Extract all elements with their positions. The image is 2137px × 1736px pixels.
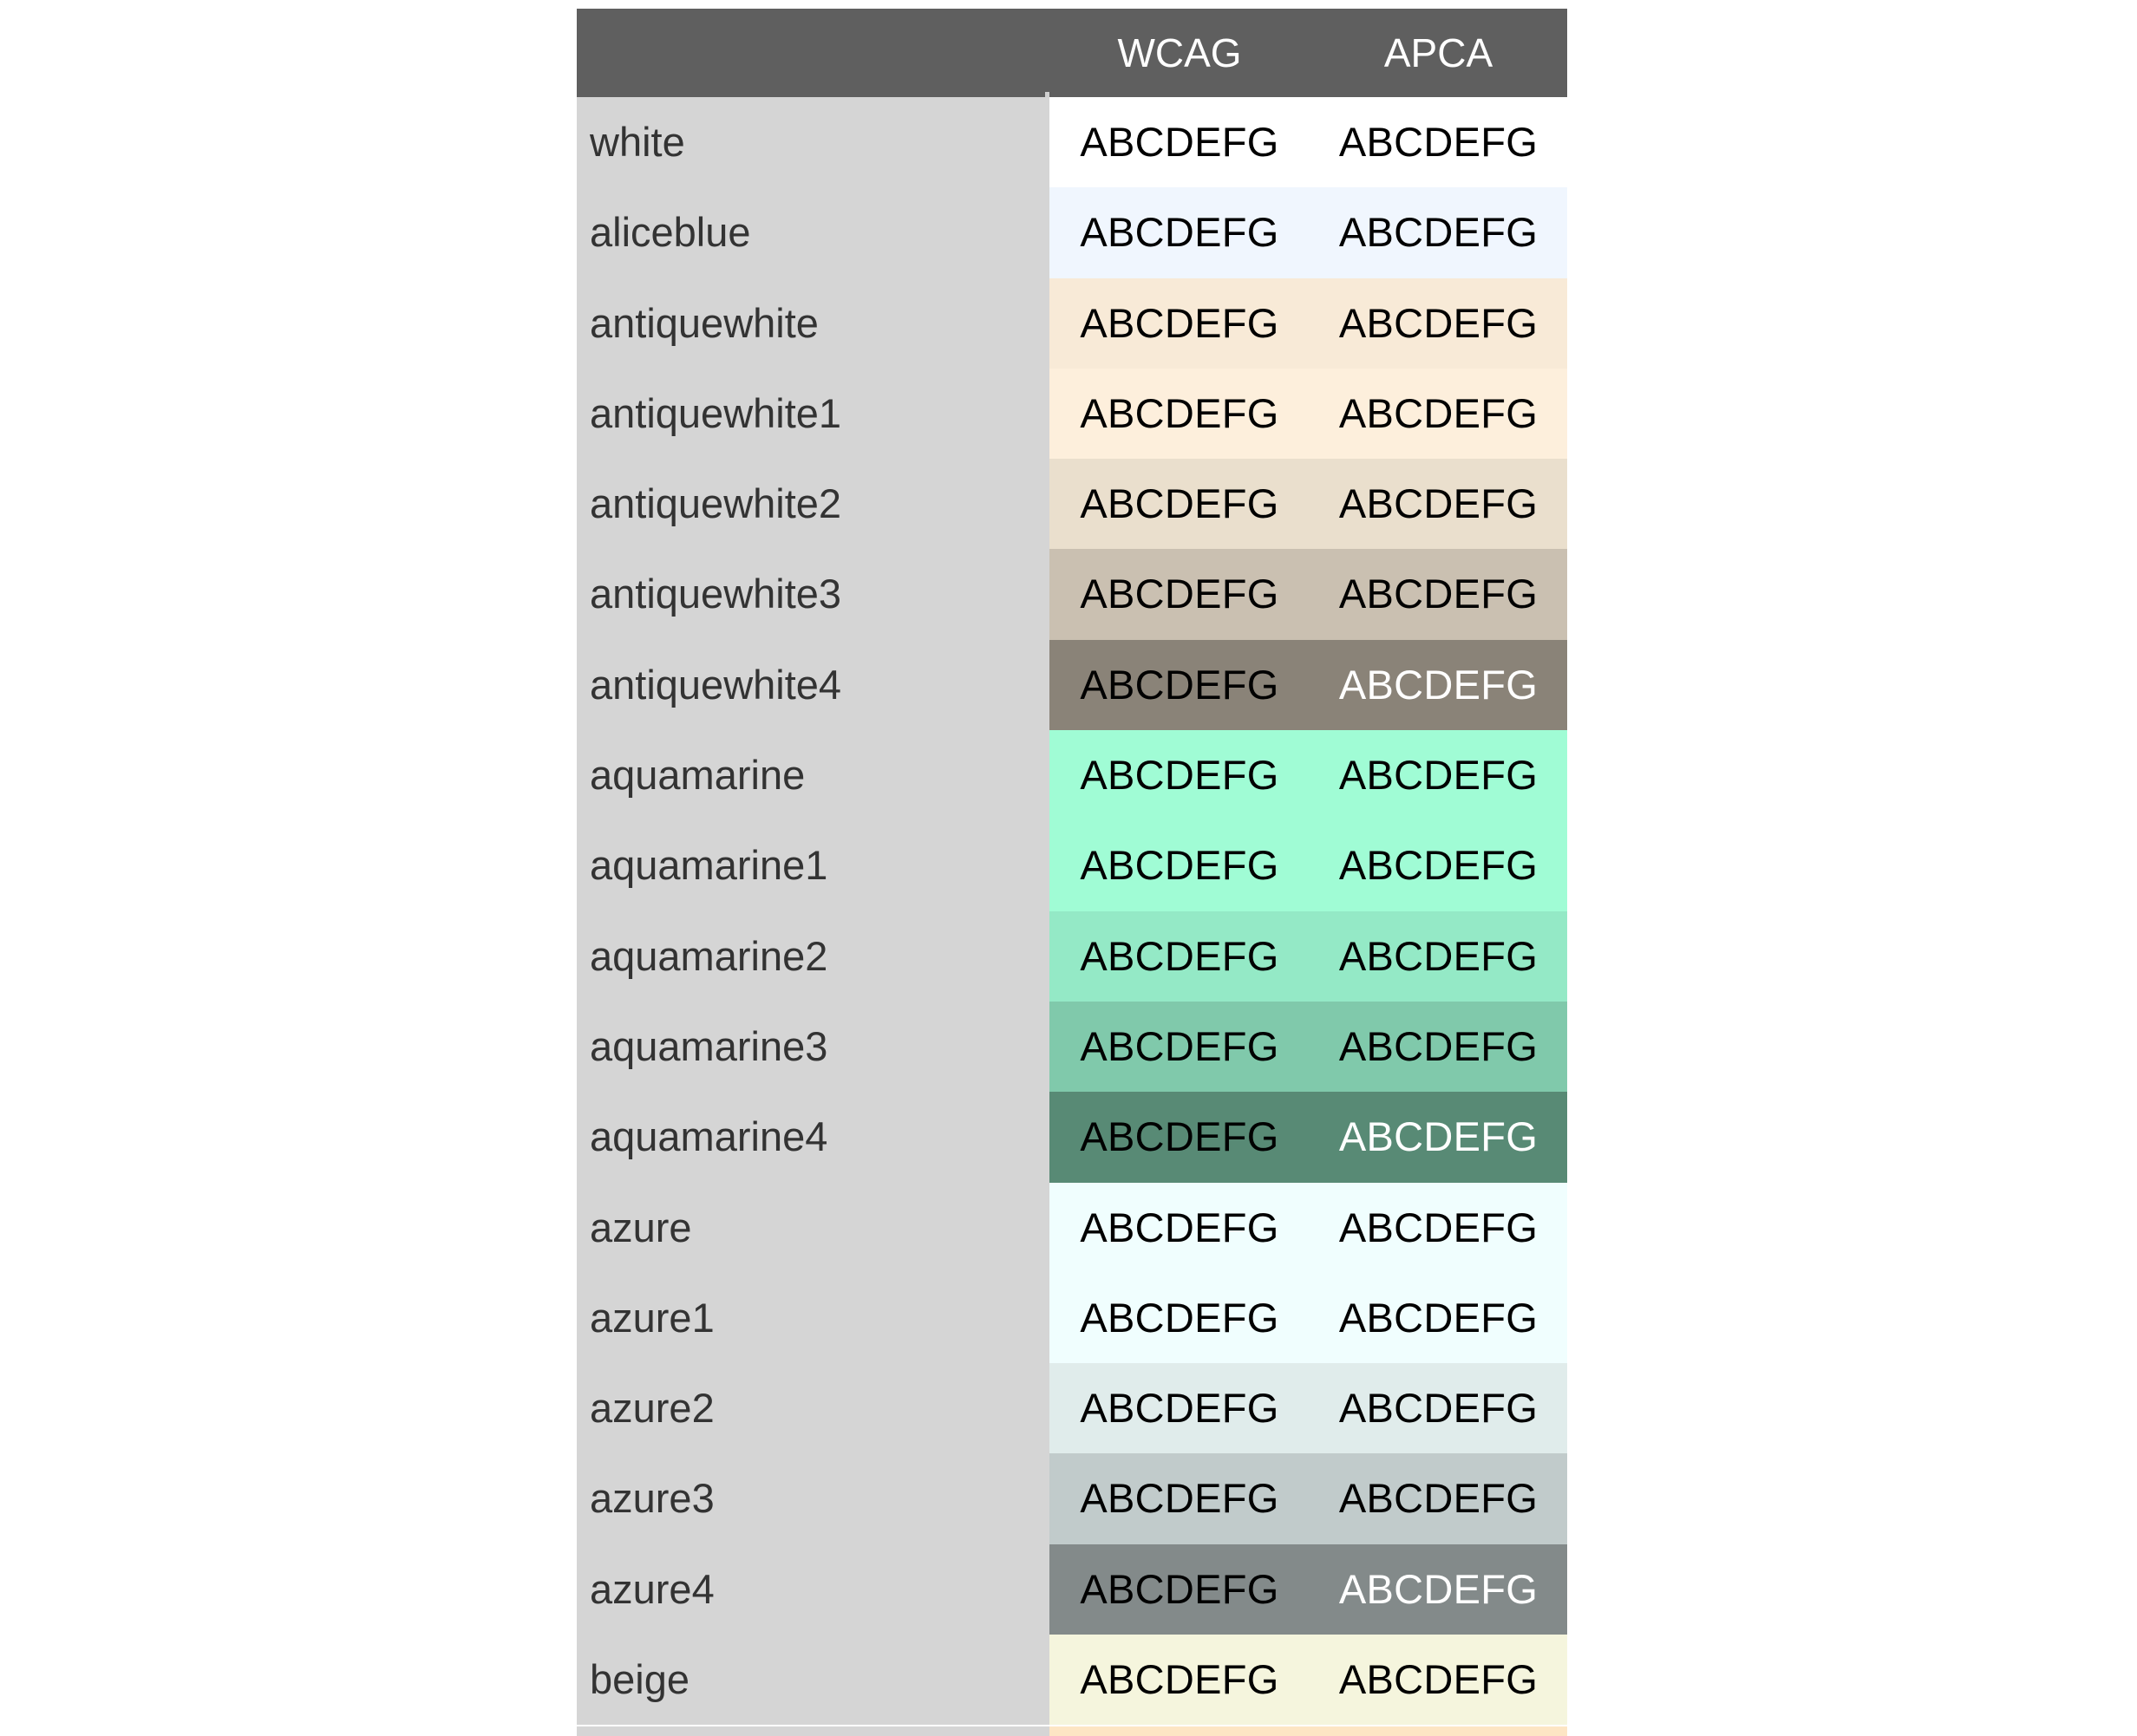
color-swatch: ABCDEFG ABCDEFG	[1049, 910, 1567, 1002]
apca-sample-text: ABCDEFG	[1338, 480, 1539, 527]
apca-sample-text: ABCDEFG	[1338, 209, 1539, 256]
color-name: aquamarine2	[577, 910, 1049, 1002]
table-row: azure3 ABCDEFG ABCDEFG	[577, 1453, 1567, 1544]
apca-sample-text: ABCDEFG	[1338, 1565, 1539, 1612]
apca-sample-text: ABCDEFG	[1338, 1475, 1539, 1522]
apca-sample-text: ABCDEFG	[1338, 389, 1539, 436]
table-row: antiquewhite2 ABCDEFG ABCDEFG	[577, 459, 1567, 550]
color-swatch: ABCDEFG ABCDEFG	[1049, 1182, 1567, 1273]
color-name: white	[577, 97, 1049, 188]
color-swatch: ABCDEFG ABCDEFG	[1049, 97, 1567, 188]
color-name: antiquewhite3	[577, 549, 1049, 640]
wcag-sample-text: ABCDEFG	[1080, 1656, 1279, 1703]
color-swatch: ABCDEFG ABCDEFG	[1049, 1543, 1567, 1635]
wcag-sample-text: ABCDEFG	[1080, 842, 1279, 889]
apca-sample-text: ABCDEFG	[1338, 299, 1539, 346]
wcag-sample-text: ABCDEFG	[1080, 119, 1279, 165]
table-row: aliceblue ABCDEFG ABCDEFG	[577, 187, 1567, 278]
table-row: antiquewhite1 ABCDEFG ABCDEFG	[577, 368, 1567, 460]
color-swatch: ABCDEFG ABCDEFG	[1049, 820, 1567, 911]
table-header: WCAG APCA	[577, 9, 1567, 99]
wcag-sample-text: ABCDEFG	[1080, 1475, 1279, 1522]
apca-sample-text: ABCDEFG	[1338, 842, 1539, 889]
apca-sample-text: ABCDEFG	[1338, 1656, 1539, 1703]
color-swatch: ABCDEFG ABCDEFG	[1049, 1363, 1567, 1454]
color-name: antiquewhite2	[577, 459, 1049, 550]
partial-row-swatch	[1049, 1726, 1567, 1736]
color-swatch: ABCDEFG ABCDEFG	[1049, 639, 1567, 731]
table-row: beige ABCDEFG ABCDEFG	[577, 1635, 1567, 1726]
table-row: white ABCDEFG ABCDEFG	[577, 97, 1567, 188]
color-swatch: ABCDEFG ABCDEFG	[1049, 1092, 1567, 1183]
wcag-sample-text: ABCDEFG	[1080, 1204, 1279, 1250]
table-row: antiquewhite3 ABCDEFG ABCDEFG	[577, 549, 1567, 640]
table-row: azure4 ABCDEFG ABCDEFG	[577, 1543, 1567, 1635]
color-swatch: ABCDEFG ABCDEFG	[1049, 1001, 1567, 1093]
table-row: azure ABCDEFG ABCDEFG	[577, 1182, 1567, 1273]
table-row: aquamarine1 ABCDEFG ABCDEFG	[577, 820, 1567, 911]
apca-sample-text: ABCDEFG	[1338, 1113, 1539, 1160]
wcag-sample-text: ABCDEFG	[1080, 1294, 1279, 1341]
apca-sample-text: ABCDEFG	[1338, 752, 1539, 799]
apca-sample-text: ABCDEFG	[1338, 1385, 1539, 1432]
apca-sample-text: ABCDEFG	[1338, 1294, 1539, 1341]
wcag-sample-text: ABCDEFG	[1080, 571, 1279, 617]
apca-sample-text: ABCDEFG	[1338, 1204, 1539, 1250]
color-contrast-table: WCAG APCA white ABCDEFG ABCDEFG aliceblue AB…	[577, 9, 1567, 1736]
wcag-sample-text: ABCDEFG	[1080, 389, 1279, 436]
table-body: white ABCDEFG ABCDEFG aliceblue ABCDEFG ABCDE…	[577, 97, 1567, 1726]
table-row: antiquewhite ABCDEFG ABCDEFG	[577, 277, 1567, 369]
color-swatch: ABCDEFG ABCDEFG	[1049, 549, 1567, 640]
wcag-sample-text: ABCDEFG	[1080, 752, 1279, 799]
color-name: azure1	[577, 1272, 1049, 1364]
wcag-sample-text: ABCDEFG	[1080, 299, 1279, 346]
wcag-sample-text: ABCDEFG	[1080, 932, 1279, 979]
header-apca: APCA	[1383, 30, 1493, 75]
color-name: azure3	[577, 1453, 1049, 1544]
color-name: aquamarine3	[577, 1001, 1049, 1093]
wcag-sample-text: ABCDEFG	[1080, 209, 1279, 256]
wcag-sample-text: ABCDEFG	[1080, 1113, 1279, 1160]
color-name: aquamarine4	[577, 1092, 1049, 1183]
table-row: aquamarine ABCDEFG ABCDEFG	[577, 730, 1567, 821]
color-swatch: ABCDEFG ABCDEFG	[1049, 1635, 1567, 1726]
apca-sample-text: ABCDEFG	[1338, 119, 1539, 165]
apca-sample-text: ABCDEFG	[1338, 661, 1539, 708]
table-row: aquamarine4 ABCDEFG ABCDEFG	[577, 1092, 1567, 1183]
wcag-sample-text: ABCDEFG	[1080, 1565, 1279, 1612]
color-name: aquamarine1	[577, 820, 1049, 911]
wcag-sample-text: ABCDEFG	[1080, 1022, 1279, 1069]
color-name: aliceblue	[577, 187, 1049, 278]
column-divider	[1045, 92, 1049, 99]
color-swatch: ABCDEFG ABCDEFG	[1049, 277, 1567, 369]
table-row: azure1 ABCDEFG ABCDEFG	[577, 1272, 1567, 1364]
table-row: aquamarine3 ABCDEFG ABCDEFG	[577, 1001, 1567, 1093]
header-wcag: WCAG	[1117, 30, 1242, 75]
color-swatch: ABCDEFG ABCDEFG	[1049, 459, 1567, 550]
apca-sample-text: ABCDEFG	[1338, 932, 1539, 979]
color-name: antiquewhite4	[577, 639, 1049, 731]
apca-sample-text: ABCDEFG	[1338, 1022, 1539, 1069]
color-name: azure	[577, 1182, 1049, 1273]
apca-sample-text: ABCDEFG	[1338, 571, 1539, 617]
color-name: beige	[577, 1635, 1049, 1726]
partial-row-name	[577, 1726, 1049, 1736]
table-row: antiquewhite4 ABCDEFG ABCDEFG	[577, 639, 1567, 731]
color-swatch: ABCDEFG ABCDEFG	[1049, 730, 1567, 821]
wcag-sample-text: ABCDEFG	[1080, 480, 1279, 527]
color-name: antiquewhite1	[577, 368, 1049, 460]
color-name: azure4	[577, 1543, 1049, 1635]
color-name: antiquewhite	[577, 277, 1049, 369]
color-swatch: ABCDEFG ABCDEFG	[1049, 1453, 1567, 1544]
wcag-sample-text: ABCDEFG	[1080, 661, 1279, 708]
color-name: aquamarine	[577, 730, 1049, 821]
color-swatch: ABCDEFG ABCDEFG	[1049, 368, 1567, 460]
color-swatch: ABCDEFG ABCDEFG	[1049, 187, 1567, 278]
table-row: aquamarine2 ABCDEFG ABCDEFG	[577, 910, 1567, 1002]
color-name: azure2	[577, 1363, 1049, 1454]
wcag-sample-text: ABCDEFG	[1080, 1385, 1279, 1432]
color-swatch: ABCDEFG ABCDEFG	[1049, 1272, 1567, 1364]
table-row: azure2 ABCDEFG ABCDEFG	[577, 1363, 1567, 1454]
